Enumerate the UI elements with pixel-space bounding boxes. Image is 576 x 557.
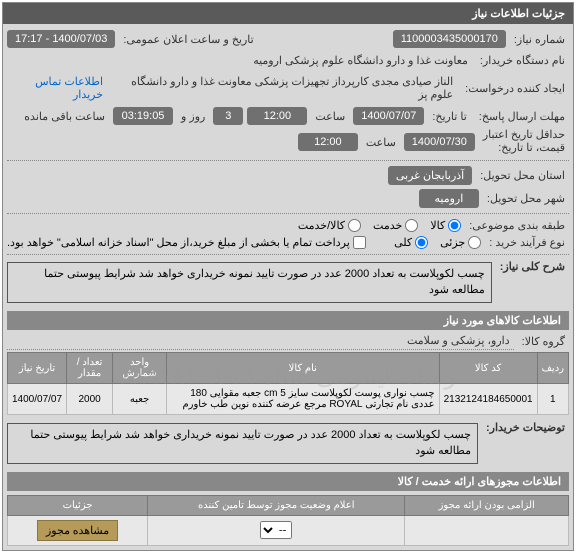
need-details-panel: جزئیات اطلاعات نیاز شماره نیاز: 11000034… xyxy=(2,2,574,551)
panel-title: جزئیات اطلاعات نیاز xyxy=(3,3,573,24)
need-no-label: شماره نیاز: xyxy=(510,33,569,46)
table-header-row: ردیف کد کالا نام کالا واحد شمارش تعداد /… xyxy=(8,353,569,384)
time-remaining: 03:19:05 xyxy=(113,107,173,125)
requester-value: الناز صیادی مجدی کارپرداز تجهیزات پزشکی … xyxy=(107,73,457,103)
licenses-header: اطلاعات مجوزهای ارائه خدمت / کالا xyxy=(7,472,569,491)
cell-name: چسب نوارى پوست لکوپلاست سایز 5 cm جعبه م… xyxy=(167,384,440,415)
purchase-type-radio-group: جزئی کلی xyxy=(394,236,481,249)
time-label-1: ساعت xyxy=(311,110,349,123)
pt-partial-radio[interactable]: جزئی xyxy=(440,236,481,249)
days-remaining: 3 xyxy=(213,107,243,125)
cell-code: 2132124184650001 xyxy=(439,384,537,415)
details-cell: مشاهده مجوز xyxy=(8,515,148,545)
category-label: طبقه بندی موضوعی: xyxy=(465,219,569,232)
col-name: نام کالا xyxy=(167,353,440,384)
deadline-date: 1400/07/07 xyxy=(353,107,424,125)
view-license-button[interactable]: مشاهده مجوز xyxy=(37,520,118,541)
province-value: آذربایجان غربی xyxy=(388,166,472,185)
col-unit: واحد شمارش xyxy=(113,353,167,384)
items-table: ردیف کد کالا نام کالا واحد شمارش تعداد /… xyxy=(7,352,569,415)
pt-full-radio[interactable]: کلی xyxy=(394,236,428,249)
cat-both-radio[interactable]: کالا/خدمت xyxy=(298,219,361,232)
deadline-time: 12:00 xyxy=(247,107,307,125)
summary-label: شرح کلی نیاز: xyxy=(496,260,569,273)
buyer-notes-box: چسب لکوپلاست به تعداد 2000 عدد در صورت ت… xyxy=(7,423,478,464)
summary-box: چسب لکوپلاست به تعداد 2000 عدد در صورت ت… xyxy=(7,262,492,303)
deadline-label: مهلت ارسال پاسخ: xyxy=(475,110,569,123)
province-label: استان محل تحویل: xyxy=(476,169,569,182)
goods-group-label: گروه کالا: xyxy=(518,335,569,348)
buyer-org-label: نام دستگاه خریدار: xyxy=(476,54,569,67)
category-radio-group: کالا خدمت کالا/خدمت xyxy=(298,219,461,232)
time-remaining-label: ساعت باقی مانده xyxy=(20,110,109,123)
credit-time: 12:00 xyxy=(298,133,358,151)
col-license-required: الزامی بودن ارائه مجوز xyxy=(405,495,569,515)
col-code: کد کالا xyxy=(439,353,537,384)
cell-date: 1400/07/07 xyxy=(8,384,67,415)
license-row: -- مشاهده مجوز xyxy=(8,515,569,545)
col-row: ردیف xyxy=(537,353,568,384)
table-row: 1 2132124184650001 چسب نوارى پوست لکوپلا… xyxy=(8,384,569,415)
goods-group-value: دارو، پزشکی و سلامت xyxy=(7,332,514,350)
cell-unit: جعبه xyxy=(113,384,167,415)
col-date: تاریخ نیاز xyxy=(8,353,67,384)
min-credit-label: حداقل تاریخ اعتبار قیمت، تا تاریخ: xyxy=(479,129,569,155)
items-header: اطلاعات کالاهای مورد نیاز xyxy=(7,311,569,330)
requester-label: ایجاد کننده درخواست: xyxy=(461,82,569,95)
public-announce-label: تاریخ و ساعت اعلان عمومی: xyxy=(119,33,257,46)
supplier-status-select[interactable]: -- xyxy=(260,521,292,539)
city-value: ارومیه xyxy=(419,189,479,208)
until-label: تا تاریخ: xyxy=(428,110,470,123)
license-required-cell xyxy=(405,515,569,545)
licenses-table: الزامی بودن ارائه مجوز اعلام وضعیت مجوز … xyxy=(7,495,569,546)
cell-qty: 2000 xyxy=(67,384,113,415)
time-label-2: ساعت xyxy=(362,136,400,149)
col-supplier-status: اعلام وضعیت مجوز توسط تامین کننده xyxy=(148,495,405,515)
need-no-value: 1100003435000170 xyxy=(393,30,506,48)
buyer-notes-label: توضیحات خریدار: xyxy=(482,421,569,434)
public-announce-value: 1400/07/03 - 17:17 xyxy=(7,30,115,48)
col-qty: تعداد / مقدار xyxy=(67,353,113,384)
cell-idx: 1 xyxy=(537,384,568,415)
cat-goods-radio[interactable]: کالا xyxy=(430,219,461,232)
buyer-org-value: معاونت غذا و دارو دانشگاه علوم پزشکی ارو… xyxy=(249,52,472,69)
payment-note-check[interactable]: پرداخت تمام یا بخشی از مبلغ خرید،از محل … xyxy=(7,236,366,249)
licenses-header-row: الزامی بودن ارائه مجوز اعلام وضعیت مجوز … xyxy=(8,495,569,515)
col-details: جزئیات xyxy=(8,495,148,515)
purchase-type-label: نوع فرآیند خرید : xyxy=(485,236,569,249)
credit-date: 1400/07/30 xyxy=(404,133,475,151)
days-and-label: روز و xyxy=(177,110,209,123)
contact-link[interactable]: اطلاعات تماس خریدار xyxy=(7,75,103,101)
supplier-status-cell: -- xyxy=(148,515,405,545)
panel-body: شماره نیاز: 1100003435000170 تاریخ و ساع… xyxy=(3,24,573,550)
cat-service-radio[interactable]: خدمت xyxy=(373,219,418,232)
city-label: شهر محل تحویل: xyxy=(483,192,569,205)
